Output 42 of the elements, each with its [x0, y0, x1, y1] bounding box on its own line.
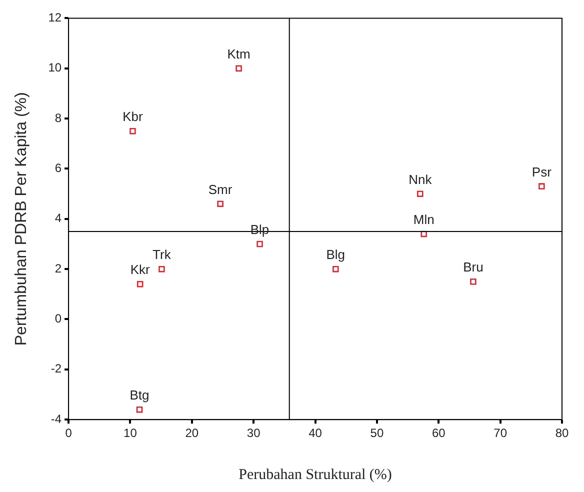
annotation: Ktm: [227, 46, 250, 62]
annotation: Btg: [130, 388, 150, 403]
point: [236, 65, 242, 72]
y-tick-label: 6: [54, 161, 62, 176]
annotation: Smr: [208, 182, 233, 197]
y-tick-label: -2: [50, 362, 62, 376]
y-tick-label: 2: [54, 261, 62, 276]
x-tick-label: 60: [432, 426, 446, 440]
x-axis-title: Perubahan Struktural (%): [238, 466, 392, 483]
y-axis-title: Pertumbuhan PDRB Per Kapita (%): [13, 92, 30, 346]
y-tick-label: 4: [54, 211, 62, 226]
y-tick-label: -4: [50, 412, 62, 426]
point: [332, 266, 339, 272]
annotation: Mln: [413, 212, 434, 228]
annotation: Kbr: [122, 109, 144, 124]
point: [470, 278, 476, 285]
annotation: Bru: [463, 260, 484, 275]
annotation: Psr: [532, 164, 552, 180]
annotation: Trk: [152, 247, 172, 262]
annotation: Blg: [326, 247, 346, 262]
point: [417, 190, 424, 197]
annotation: Kkr: [130, 262, 151, 278]
x-tick-label: 10: [124, 426, 138, 440]
x-tick-label: 40: [308, 426, 322, 440]
x-tick-label: 80: [555, 426, 569, 440]
x-tick-label: 50: [370, 426, 384, 440]
y-tick-label: 12: [48, 10, 62, 25]
y-tick-label: 10: [48, 60, 62, 75]
point: [136, 406, 143, 413]
point: [158, 266, 165, 272]
y-tick-label: 8: [54, 110, 62, 125]
point: [217, 200, 224, 207]
point: [538, 183, 545, 190]
point: [136, 281, 144, 288]
x-tick-label: 20: [185, 426, 199, 440]
x-tick-label: 0: [65, 426, 72, 440]
point: [130, 128, 136, 134]
point: [256, 240, 263, 248]
y-tick-label: 0: [54, 312, 62, 326]
x-tick-label: 70: [494, 426, 508, 440]
annotation: Nnk: [408, 172, 432, 187]
x-tick-label: 30: [246, 426, 261, 440]
